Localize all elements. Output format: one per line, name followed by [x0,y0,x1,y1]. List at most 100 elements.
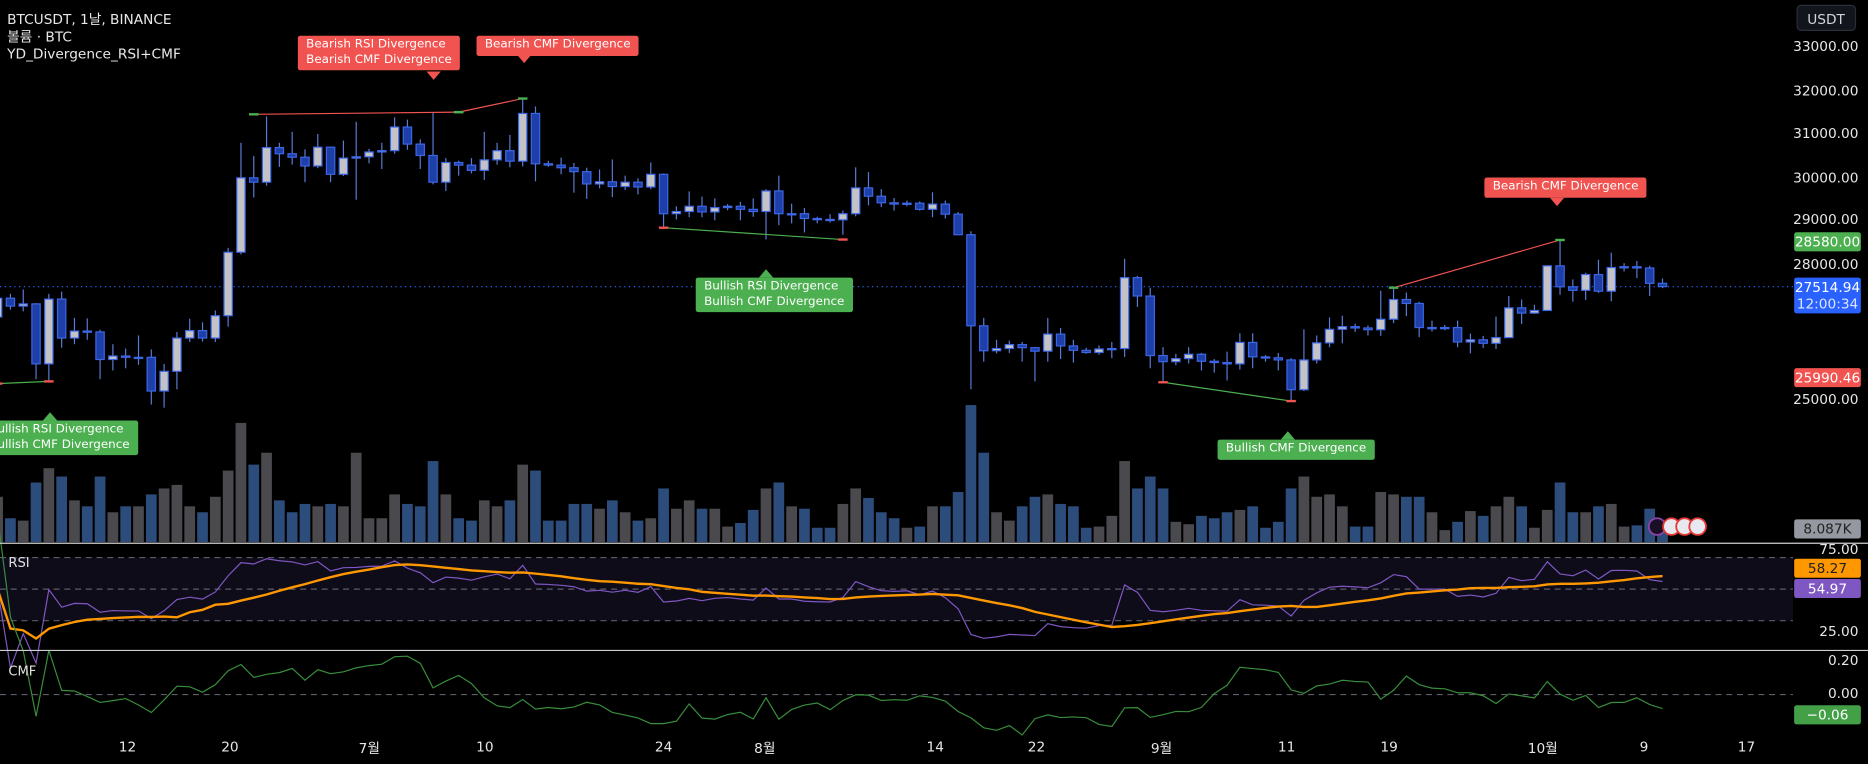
volume-bar [991,512,1002,543]
volume-bar [1362,526,1374,543]
candle-body [1030,347,1040,352]
volume-bar [1605,503,1617,543]
candle-body [1119,277,1130,350]
candle-body [658,173,669,215]
divergence-line [663,227,843,241]
candle-body [530,112,541,165]
volume-bar [235,422,247,543]
cmf-tick: 0.00 [1827,685,1859,702]
label-line: Bullish RSI Divergence [0,422,124,437]
volume-bar [43,468,55,543]
candle-body [953,213,963,236]
symbol-title[interactable]: BTCUSDT, 1날, BINANCE [7,10,172,28]
candle-body [927,203,938,210]
rsi-tick: 25.00 [1819,623,1859,640]
volume-bar [1349,526,1361,543]
volume-bar [888,518,900,543]
volume-bar [837,503,849,543]
volume-bar [94,476,106,543]
cmf-pane-title[interactable]: CMF [8,663,37,680]
candle-body [1068,345,1079,351]
rsi-pane-title[interactable]: RSI [8,555,30,571]
candle-body [1094,348,1104,354]
candle-body [786,213,797,216]
candle-body [44,298,54,365]
volume-bar [1170,521,1182,543]
candle-body [799,213,810,220]
candle-body [1017,344,1027,349]
indicator-legend[interactable]: YD_Divergence_RSI+CMF [7,45,181,62]
volume-bar [197,512,208,543]
cmf-line [0,531,1663,736]
volume-bar [1503,496,1515,543]
volume-bar [1375,492,1387,543]
candle-body [1555,265,1565,288]
volume-bar [568,503,580,543]
volume-bar [1132,488,1143,543]
volume-bar [1221,512,1233,543]
label-pointer [42,412,58,421]
candle-body [620,181,630,188]
volume-bar [145,494,157,543]
us-flag-icon[interactable] [1688,517,1707,536]
candle-body [774,190,784,215]
volume-bar [1477,515,1489,543]
candle-body [210,315,221,339]
volume-bar [811,527,823,543]
candle-body [722,205,733,209]
volume-bar [1311,496,1323,543]
volume-bar [1068,506,1079,543]
candle-body [1388,298,1399,320]
volume-bar [389,494,400,543]
volume-bar [427,461,439,543]
candle-body [1260,356,1271,359]
volume-bar [1260,527,1271,543]
volume-bar [1285,488,1297,543]
candles [0,98,1668,408]
event-icons[interactable] [1647,517,1707,536]
candle-body [1247,341,1258,358]
volume-bar [1618,526,1630,543]
candle-body [377,150,387,153]
candle-body [569,167,579,173]
volume-bar [1093,526,1105,543]
volume-bar [1593,506,1604,543]
time-tick: 7월 [358,739,380,757]
divergence-label-bearish: Bearish CMF Divergence [1484,177,1647,198]
chart-legend[interactable]: BTCUSDT, 1날, BINANCE 볼륨 · BTC YD_Diverge… [7,11,181,63]
volume-bar [158,488,170,543]
volume-bar [1336,506,1348,543]
divergence-line [1162,381,1292,402]
volume-bar [1388,494,1399,543]
candle-body [1171,358,1181,363]
volume-bar [338,506,349,543]
label-pointer [1549,197,1565,207]
candle-body [940,203,951,215]
volume-bar [632,520,644,543]
volume-bar [1554,482,1566,543]
volume-bar [901,527,913,543]
volume-badge: 8.087K [1794,519,1861,539]
candle-body [1132,277,1143,297]
label-line: Bullish CMF Divergence [1225,441,1367,456]
candle-body [1311,342,1322,361]
currency-unit-button[interactable]: USDT [1796,4,1857,31]
candle-body [364,151,374,158]
divergence-line [0,380,49,385]
volume-bar [722,526,733,543]
candle-body [1657,282,1668,288]
volume-bar [325,503,336,543]
volume-bar [17,520,29,543]
candle-body [850,187,861,215]
candle-body [479,159,490,171]
volume-bar [683,500,695,543]
time-tick: 24 [654,738,673,756]
volume-bar [1516,506,1527,543]
candle-body [31,303,41,365]
label-line: Bullish CMF Divergence [704,294,845,308]
candle-body [1580,273,1591,291]
volume-legend[interactable]: 볼륨 · BTC [7,27,72,45]
time-tick: 17 [1737,738,1756,756]
